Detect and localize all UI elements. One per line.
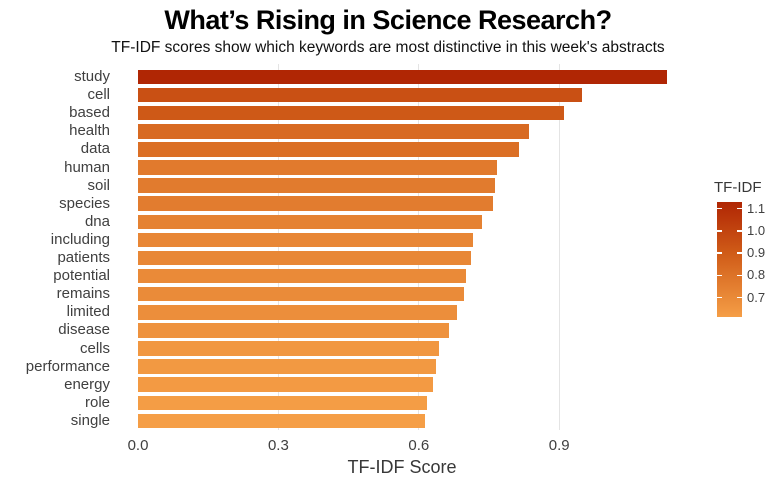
bar-human <box>138 160 497 175</box>
bar-dna <box>138 214 482 230</box>
bar-data <box>138 142 519 157</box>
category-label-soil: soil <box>87 176 110 194</box>
legend-tick-mark-1.1-right <box>737 207 742 210</box>
legend-tick-label-0.9: 0.9 <box>747 245 766 261</box>
chart-subtitle: TF-IDF scores show which keywords are mo… <box>111 39 665 56</box>
gridline-x-0.9 <box>558 64 560 430</box>
x-tick-label-0.6: 0.6 <box>408 437 430 454</box>
category-label-data: data <box>80 140 110 158</box>
bar-single <box>138 413 425 429</box>
category-label-cells: cells <box>79 339 110 357</box>
legend-tick-mark-0.8-right <box>737 274 742 277</box>
legend-tick-label-1.1: 1.1 <box>747 200 766 216</box>
bar-species <box>138 196 493 211</box>
category-label-human: human <box>64 158 110 176</box>
bar-performance <box>138 359 436 374</box>
category-label-remains: remains <box>56 285 110 303</box>
bar-role <box>138 395 427 411</box>
bar-including <box>138 232 473 248</box>
x-tick-label-0.9: 0.9 <box>548 437 570 454</box>
chart-title: What’s Rising in Science Research? <box>164 5 612 35</box>
legend-colorbar <box>717 202 742 317</box>
category-label-disease: disease <box>58 321 110 339</box>
legend-tick-mark-1.0-left <box>717 230 722 232</box>
bar-remains <box>138 286 464 302</box>
category-label-dna: dna <box>84 212 110 230</box>
legend-tick-mark-0.9-left <box>717 252 722 254</box>
category-label-based: based <box>69 104 110 122</box>
legend-tick-label-0.8: 0.8 <box>747 267 766 283</box>
bar-limited <box>138 305 457 320</box>
category-label-patients: patients <box>57 249 110 266</box>
legend-tick-label-0.7: 0.7 <box>747 289 766 305</box>
bar-study <box>138 69 667 85</box>
legend-tick-mark-1.0-right <box>737 230 742 232</box>
category-label-role: role <box>84 393 110 411</box>
legend-tick-mark-0.9-right <box>737 252 742 254</box>
legend-tick-label-1.0: 1.0 <box>747 222 766 238</box>
category-label-potential: potential <box>53 267 110 285</box>
category-label-energy: energy <box>64 375 110 393</box>
legend-title: TF-IDF <box>714 179 762 196</box>
category-label-cell: cell <box>87 86 110 104</box>
bar-cell <box>138 87 583 103</box>
x-tick-label-0.3: 0.3 <box>267 437 289 454</box>
category-label-study: study <box>74 68 110 85</box>
bar-soil <box>138 178 496 193</box>
category-label-limited: limited <box>66 303 110 321</box>
legend-tick-mark-1.1-left <box>717 207 722 210</box>
legend-tick-mark-0.7-right <box>737 296 742 299</box>
bar-health <box>138 124 530 139</box>
legend-tick-mark-0.7-left <box>717 296 722 299</box>
bar-patients <box>138 250 471 266</box>
bar-potential <box>138 268 466 284</box>
category-label-performance: performance <box>25 357 110 375</box>
category-label-species: species <box>59 194 110 212</box>
category-label-health: health <box>69 122 110 140</box>
bar-disease <box>138 323 449 338</box>
bar-cells <box>138 341 439 356</box>
legend-tick-mark-0.8-left <box>717 274 722 277</box>
bar-based <box>138 105 564 121</box>
x-axis-title: TF-IDF Score <box>347 457 457 477</box>
category-label-single: single <box>70 411 110 429</box>
category-label-including: including <box>50 230 110 248</box>
x-tick-label-0.0: 0.0 <box>127 437 149 454</box>
bar-energy <box>138 377 434 392</box>
